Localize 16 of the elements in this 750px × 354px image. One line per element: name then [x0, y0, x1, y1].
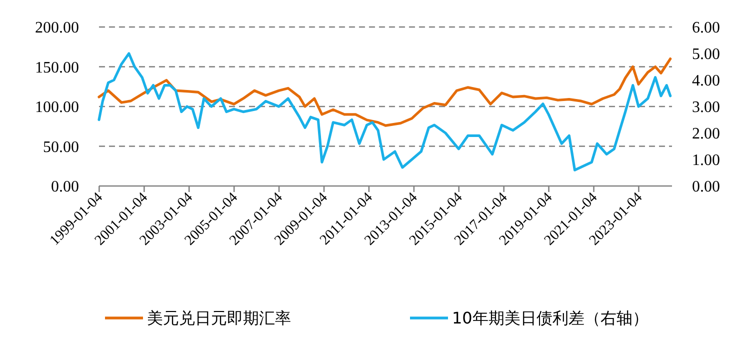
y-tick-label: 150.00	[35, 59, 79, 76]
y2-tick-label: 2.00	[692, 126, 720, 143]
y-tick-label: 200.00	[35, 20, 79, 37]
y2-tick-label: 0.00	[692, 178, 720, 196]
y2-tick-label: 5.00	[692, 46, 720, 64]
line-series	[98, 52, 672, 172]
y2-tick-label: 4.00	[692, 72, 720, 90]
y-tick-label: 100.00	[35, 99, 79, 116]
y-tick-label: 50.00	[43, 138, 79, 156]
legend-label: 10年期美日债利差（右轴）	[452, 308, 648, 328]
y2-tick-label: 3.00	[692, 99, 720, 116]
legend-label: 美元兑日元即期汇率	[147, 308, 291, 328]
line-series	[98, 58, 672, 127]
y-tick-label: 0.00	[51, 178, 79, 196]
y2-tick-label: 6.00	[692, 20, 720, 37]
y2-tick-label: 1.00	[692, 152, 720, 170]
